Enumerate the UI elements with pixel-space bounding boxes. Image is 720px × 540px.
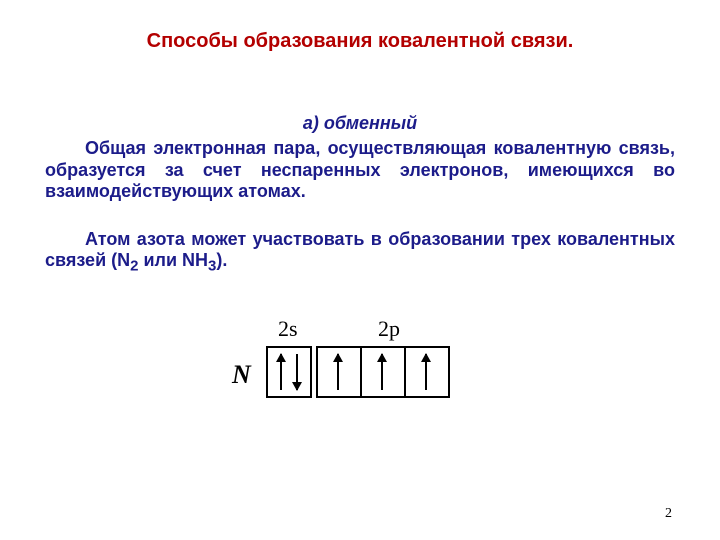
- slide: Способы образования ковалентной связи. а…: [0, 0, 720, 540]
- electron-spin-down-icon: [296, 354, 298, 390]
- p2-mid: или NH: [138, 250, 208, 270]
- electron-spin-up-icon: [381, 354, 383, 390]
- electron-spin-up-icon: [280, 354, 282, 390]
- orbital-cell: [266, 346, 312, 398]
- orbital-label: 2s: [278, 316, 298, 342]
- paragraph-1: Общая электронная пара, осуществляющая к…: [45, 138, 675, 203]
- orbital-diagram: N 2s 2p: [210, 316, 510, 426]
- slide-title: Способы образования ковалентной связи.: [45, 30, 675, 53]
- paragraph-2: Атом азота может участвовать в образован…: [45, 229, 675, 276]
- orbital-label: 2p: [378, 316, 400, 342]
- p2-suffix: ).: [216, 250, 227, 270]
- atom-label: N: [232, 360, 251, 390]
- page-number: 2: [665, 506, 672, 522]
- electron-spin-up-icon: [337, 354, 339, 390]
- subtitle: а) обменный: [45, 113, 675, 134]
- electron-spin-up-icon: [425, 354, 427, 390]
